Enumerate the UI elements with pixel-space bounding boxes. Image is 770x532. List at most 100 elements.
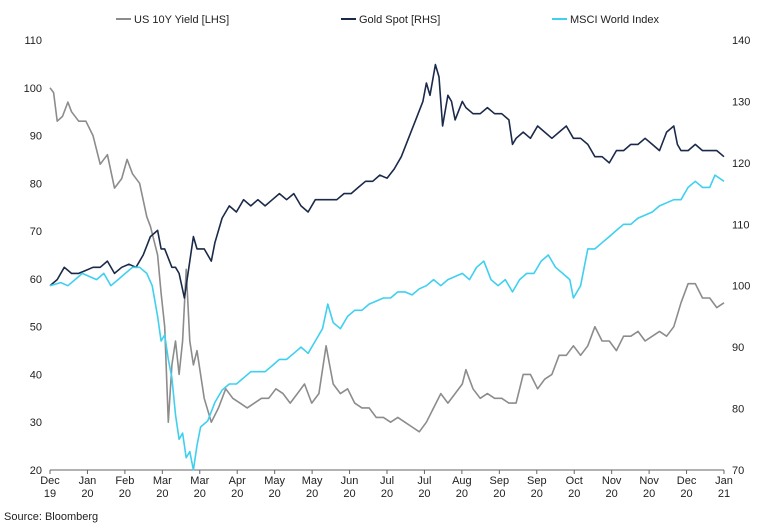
legend-item-msci: MSCI World Index xyxy=(552,14,660,26)
series-gold-point xyxy=(401,156,402,157)
series-us10y-point xyxy=(573,345,574,346)
series-us10y-point xyxy=(127,159,128,160)
series-gold-point xyxy=(523,132,524,133)
series-us10y-point xyxy=(544,379,545,380)
series-gold-point xyxy=(128,264,129,265)
series-msci-point xyxy=(96,279,97,280)
series-us10y-point xyxy=(426,422,427,423)
series-us10y-point xyxy=(218,407,219,408)
x-tick-label-year: 20 xyxy=(606,488,618,500)
left-tick-label: 80 xyxy=(30,178,42,190)
series-us10y-line xyxy=(49,87,725,433)
series-msci-point xyxy=(236,383,237,384)
series-gold-point xyxy=(229,205,230,206)
series-msci-point xyxy=(616,230,617,231)
series-msci-point xyxy=(193,469,194,470)
series-msci-point xyxy=(447,279,448,280)
series-us10y-point xyxy=(723,302,724,303)
series-msci-point xyxy=(376,301,377,302)
series-gold-point xyxy=(386,178,387,179)
series-gold-point xyxy=(372,181,373,182)
series-msci-point xyxy=(286,359,287,360)
series-gold-point xyxy=(637,144,638,145)
series-msci-point xyxy=(125,273,126,274)
series-msci-point xyxy=(322,328,323,329)
series-us10y-point xyxy=(666,336,667,337)
series-gold-point xyxy=(487,107,488,108)
series-msci-point xyxy=(673,199,674,200)
x-tick-label-year: 20 xyxy=(680,488,692,500)
series-gold-point xyxy=(659,150,660,151)
series-us10y-point xyxy=(161,293,162,294)
source-note: Source: Bloomberg xyxy=(4,511,98,523)
series-us10y-point xyxy=(107,154,108,155)
series-msci-point xyxy=(476,267,477,268)
x-tick-label-year: 20 xyxy=(194,488,206,500)
series-gold-point xyxy=(415,119,416,120)
series-us10y-point xyxy=(523,374,524,375)
series-msci-point xyxy=(541,261,542,262)
series-gold-point xyxy=(100,267,101,268)
series-us10y-point xyxy=(637,331,638,332)
series-gold-point xyxy=(462,101,463,102)
series-msci-point xyxy=(67,285,68,286)
x-tick-label-month: Jan xyxy=(79,475,97,487)
series-gold-point xyxy=(250,205,251,206)
x-tick-label-month: Jul xyxy=(417,475,431,487)
series-us10y-point xyxy=(390,422,391,423)
series-msci-point xyxy=(279,359,280,360)
series-us10y-point xyxy=(290,403,291,404)
series-us10y-point xyxy=(318,393,319,394)
series-msci-point xyxy=(383,297,384,298)
series-us10y-point xyxy=(232,398,233,399)
x-tick-label-year: 20 xyxy=(381,488,393,500)
series-gold-point xyxy=(343,193,344,194)
series-us10y-point xyxy=(623,336,624,337)
series-msci-point xyxy=(164,334,165,335)
series-gold-point xyxy=(573,138,574,139)
series-us10y-point xyxy=(465,369,466,370)
series-gold-point xyxy=(408,138,409,139)
series-us10y-point xyxy=(616,350,617,351)
series-gold-point xyxy=(214,242,215,243)
series-us10y-point xyxy=(440,393,441,394)
series-us10y-point xyxy=(609,340,610,341)
x-tick-label-year: 20 xyxy=(156,488,168,500)
x-tick-label-month: Dec xyxy=(40,475,60,487)
x-tick-label-month: Jan xyxy=(715,475,733,487)
series-us10y-point xyxy=(361,407,362,408)
series-msci-point xyxy=(308,353,309,354)
series-gold-point xyxy=(107,261,108,262)
series-msci-point xyxy=(440,285,441,286)
series-us10y-point xyxy=(369,407,370,408)
series-us10y-point xyxy=(182,340,183,341)
series-us10y-point xyxy=(100,164,101,165)
legend-label-msci: MSCI World Index xyxy=(570,14,660,26)
series-gold-point xyxy=(666,132,667,133)
series-us10y-point xyxy=(551,374,552,375)
series-gold-point xyxy=(257,199,258,200)
series-gold-point xyxy=(480,113,481,114)
series-gold-point xyxy=(236,211,237,212)
left-tick-label: 20 xyxy=(30,465,42,477)
left-tick-label: 30 xyxy=(30,417,42,429)
series-gold-point xyxy=(322,199,323,200)
series-us10y-point xyxy=(645,340,646,341)
series-gold-point xyxy=(336,199,337,200)
x-tick-label-year: 20 xyxy=(119,488,131,500)
series-gold-point xyxy=(279,193,280,194)
series-gold-point xyxy=(379,175,380,176)
series-gold-point xyxy=(243,199,244,200)
series-gold-point xyxy=(438,76,439,77)
series-msci-point xyxy=(505,279,506,280)
x-tick-label-month: Sep xyxy=(527,475,547,487)
series-us10y-point xyxy=(171,364,172,365)
series-msci-point xyxy=(652,211,653,212)
series-gold-point xyxy=(602,156,603,157)
legend: US 10Y Yield [LHS] Gold Spot [RHS] MSCI … xyxy=(116,14,660,26)
series-gold-point xyxy=(204,248,205,249)
x-tick-label-month: May xyxy=(302,475,323,487)
x-tick-label-year: 21 xyxy=(718,488,730,500)
left-tick-label: 50 xyxy=(30,322,42,334)
x-tick-label-month: Sep xyxy=(490,475,510,487)
